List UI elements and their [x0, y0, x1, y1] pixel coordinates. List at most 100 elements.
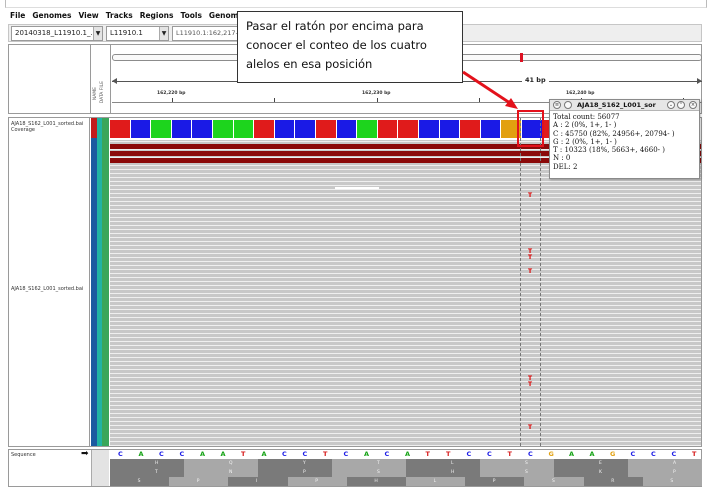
- genome-dropdown-value: 20140318_L11910.1_...: [15, 29, 98, 37]
- amino-acid-block: H: [110, 459, 184, 468]
- highlight-box: [517, 110, 544, 147]
- chevron-down-icon[interactable]: ▼: [93, 27, 102, 40]
- coverage-bar[interactable]: [171, 120, 193, 138]
- chromosome-dropdown[interactable]: L11910.1 ▼: [106, 26, 169, 41]
- coverage-bar[interactable]: [130, 120, 152, 138]
- coverage-bar[interactable]: [213, 120, 234, 138]
- sequence-base: A: [569, 450, 575, 458]
- read-alignment[interactable]: [110, 158, 701, 163]
- coverage-bar[interactable]: [192, 120, 213, 138]
- popup-titlebar[interactable]: ≡ AJA18_S162_L001_sor ⌄ ⌃ ×: [550, 100, 699, 111]
- sequence-base: G: [610, 450, 616, 458]
- panel-divider[interactable]: [90, 45, 91, 113]
- mismatch-base: T: [528, 381, 533, 388]
- amino-acid-block: I: [228, 477, 288, 486]
- coverage-bar[interactable]: [439, 120, 461, 138]
- popup-menu-icon[interactable]: ≡: [553, 101, 561, 109]
- popup-line: DEL: 2: [553, 162, 578, 171]
- allele-count-popup[interactable]: ≡ AJA18_S162_L001_sor ⌄ ⌃ × Total count:…: [549, 99, 700, 179]
- sequence-base: C: [282, 450, 287, 458]
- coverage-bar[interactable]: [336, 120, 358, 138]
- coverage-bar[interactable]: [110, 120, 131, 138]
- coverage-bar[interactable]: [233, 120, 255, 138]
- coverage-bar[interactable]: [357, 120, 378, 138]
- track-names-column: AJA18_S162_L001_sorted.bai Coverage AJA1…: [9, 118, 90, 446]
- sequence-base: C: [118, 450, 123, 458]
- attribute-label-datafile: DATA FILE: [100, 81, 105, 104]
- menu-bar: FileGenomesViewTracksRegionsToolsGenomeS…: [10, 11, 269, 23]
- coverage-bar[interactable]: [501, 120, 522, 138]
- chevron-up-icon[interactable]: ⌃: [677, 101, 685, 109]
- attribute-cell[interactable]: [91, 118, 97, 446]
- chevron-down-icon[interactable]: ▼: [159, 27, 168, 40]
- coverage-bar[interactable]: [151, 120, 172, 138]
- read-alignment[interactable]: [110, 144, 701, 149]
- menu-item-file[interactable]: File: [10, 11, 26, 20]
- attribute-cell[interactable]: [102, 118, 109, 446]
- sequence-base: A: [589, 450, 595, 458]
- menu-item-tools[interactable]: Tools: [180, 11, 202, 20]
- center-guide-line: [540, 118, 541, 446]
- attribute-cell[interactable]: [97, 118, 102, 446]
- amino-acid-block: E: [554, 459, 628, 468]
- coverage-bar[interactable]: [398, 120, 419, 138]
- coverage-bar[interactable]: [295, 120, 316, 138]
- alignment-track-name[interactable]: AJA18_S162_L001_sorted.bai: [11, 286, 84, 292]
- strand-arrow-icon[interactable]: ➡: [81, 449, 89, 459]
- coverage-bar[interactable]: [377, 120, 399, 138]
- sequence-base: C: [651, 450, 656, 458]
- mismatch-base: T: [528, 268, 533, 275]
- coverage-bar[interactable]: [419, 120, 440, 138]
- chevron-down-icon[interactable]: ⌄: [667, 101, 675, 109]
- amino-acid-block: S: [110, 477, 170, 486]
- menu-item-view[interactable]: View: [78, 11, 99, 20]
- sequence-base: A: [405, 450, 411, 458]
- popup-body: Total count: 56077 A : 2 (0%, 1+, 1- ) C…: [553, 113, 675, 171]
- coverage-bar[interactable]: [460, 120, 481, 138]
- coverage-bar[interactable]: [316, 120, 337, 138]
- menu-item-genomes[interactable]: Genomes: [32, 11, 72, 20]
- panel-divider[interactable]: [110, 45, 111, 113]
- ruler-tick-label: 162,240 bp: [566, 91, 595, 96]
- read-alignment[interactable]: [110, 151, 701, 156]
- amino-acid-label: S: [525, 461, 528, 466]
- coverage-bar[interactable]: [254, 120, 275, 138]
- amino-acid-block: P: [287, 477, 347, 486]
- genome-dropdown[interactable]: 20140318_L11910.1_... ▼: [11, 26, 103, 41]
- window-top-edge: [5, 0, 707, 8]
- attribute-label-name: NAME: [93, 87, 98, 101]
- sequence-base: A: [220, 450, 226, 458]
- attribute-header[interactable]: NAME DATA FILE: [92, 45, 110, 113]
- sequence-track-name[interactable]: Sequence: [11, 452, 36, 458]
- amino-acid-label: K: [599, 470, 602, 475]
- callout-line: Pasar el ratón por encima para: [246, 19, 424, 33]
- menu-item-regions[interactable]: Regions: [139, 11, 174, 20]
- coverage-track-name[interactable]: AJA18_S162_L001_sorted.bai Coverage: [11, 121, 84, 133]
- sequence-base: A: [200, 450, 206, 458]
- attribute-cell[interactable]: [91, 118, 97, 138]
- amino-acid-label: E: [599, 461, 602, 466]
- amino-acid-block: R: [583, 477, 643, 486]
- popup-shade-icon[interactable]: [564, 101, 572, 109]
- coverage-bar[interactable]: [274, 120, 296, 138]
- amino-acid-block: H: [346, 477, 406, 486]
- menu-item-tracks[interactable]: Tracks: [105, 11, 133, 20]
- sequence-base: C: [179, 450, 185, 458]
- span-label: 41 bp: [522, 76, 549, 84]
- amino-acid-label: S: [377, 470, 380, 475]
- amino-acid-label: Y: [303, 461, 306, 466]
- amino-acid-block: S: [642, 477, 702, 486]
- sequence-base: A: [261, 450, 267, 458]
- coverage-bar[interactable]: [480, 120, 502, 138]
- sequence-base: C: [630, 450, 636, 458]
- data-panel: AJA18_S162_L001_sorted.bai Coverage AJA1…: [8, 117, 702, 447]
- sequence-base: T: [446, 450, 451, 458]
- close-icon[interactable]: ×: [689, 101, 697, 109]
- popup-line: C : 45750 (82%, 24956+, 20794- ): [553, 129, 675, 138]
- amino-acid-block: S: [480, 468, 554, 477]
- current-region-marker: [520, 53, 523, 62]
